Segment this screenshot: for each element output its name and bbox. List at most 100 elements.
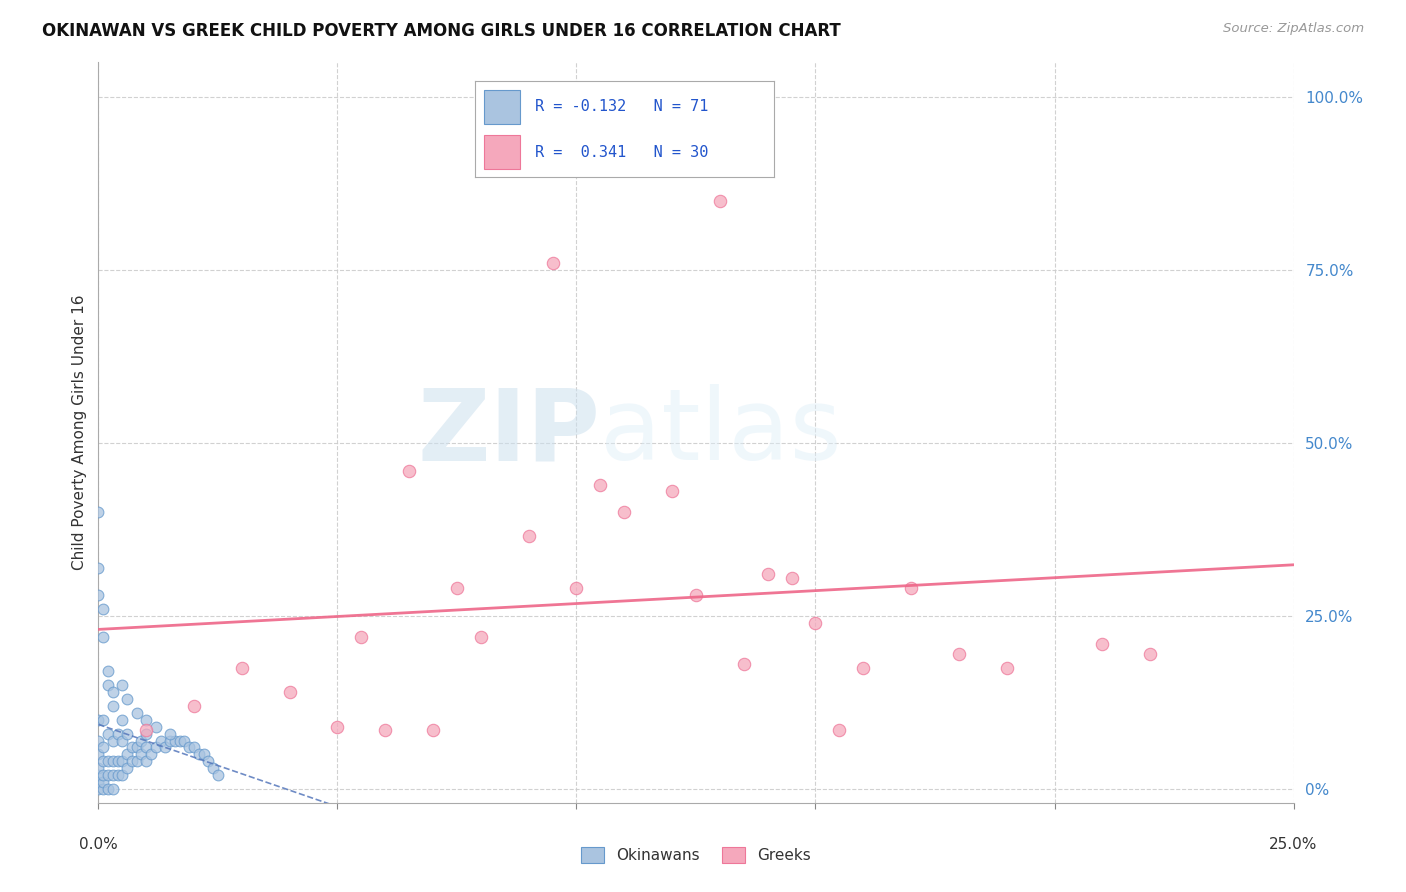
Point [87,588,110,602]
Point [87,505,110,519]
Point [97,754,120,768]
Point [101,698,124,713]
Point [97,781,120,796]
Point [135,740,157,755]
Point [733,657,755,672]
Point [852,661,875,675]
Point [541,256,564,270]
Point [101,781,124,796]
Point [780,571,803,585]
Point [589,477,612,491]
Point [111,678,134,692]
Point [173,733,195,747]
Point [1139,647,1161,661]
Text: 25.0%: 25.0% [1270,838,1317,853]
Point [179,740,201,755]
Point [115,747,138,762]
Point [91,602,114,616]
Point [121,740,143,755]
Point [125,754,148,768]
Point [87,775,110,789]
Point [193,747,215,762]
Point [565,582,588,596]
Point [101,733,124,747]
Point [87,560,110,574]
Point [145,720,167,734]
Text: atlas: atlas [600,384,842,481]
Point [101,754,124,768]
Point [149,733,172,747]
Text: Source: ZipAtlas.com: Source: ZipAtlas.com [1223,22,1364,36]
Point [709,194,731,208]
Point [115,692,138,706]
Point [131,733,153,747]
Point [121,754,143,768]
Point [87,761,110,775]
Point [374,723,396,738]
Point [111,768,134,782]
Point [87,733,110,747]
Point [91,630,114,644]
Point [197,754,219,768]
Point [115,726,138,740]
Point [125,740,148,755]
Point [135,726,157,740]
Point [87,768,110,782]
Point [231,661,253,675]
Point [101,768,124,782]
Point [163,733,186,747]
Point [111,713,134,727]
Point [900,582,922,596]
Point [91,713,114,727]
Text: 0.0%: 0.0% [79,838,118,853]
Point [169,733,191,747]
Point [155,740,177,755]
Point [159,733,181,747]
Point [87,781,110,796]
Point [131,747,153,762]
Point [995,661,1018,675]
Point [97,678,120,692]
Point [125,706,148,720]
Point [350,630,373,644]
Point [661,484,683,499]
Point [326,720,349,734]
Point [97,726,120,740]
Point [139,747,162,762]
Point [115,761,138,775]
Point [145,740,167,755]
Point [804,615,827,630]
Point [398,464,420,478]
Point [202,761,225,775]
Point [135,713,157,727]
Point [107,754,129,768]
Text: OKINAWAN VS GREEK CHILD POVERTY AMONG GIRLS UNDER 16 CORRELATION CHART: OKINAWAN VS GREEK CHILD POVERTY AMONG GI… [42,22,841,40]
Point [159,726,181,740]
Point [517,529,540,543]
Point [1091,637,1114,651]
Point [87,713,110,727]
Point [187,747,209,762]
Point [470,630,492,644]
Legend: Okinawans, Greeks: Okinawans, Greeks [575,841,817,869]
Point [135,754,157,768]
Y-axis label: Child Poverty Among Girls Under 16: Child Poverty Among Girls Under 16 [72,295,87,570]
Point [91,768,114,782]
Point [111,733,134,747]
Point [422,723,444,738]
Point [91,775,114,789]
Point [446,582,468,596]
Point [183,740,205,755]
Point [97,665,120,679]
Point [91,781,114,796]
Point [91,754,114,768]
Point [97,768,120,782]
Point [756,567,779,582]
Point [613,505,636,519]
Point [948,647,970,661]
Point [278,685,301,699]
Text: ZIP: ZIP [418,384,600,481]
Point [91,740,114,755]
Point [101,685,124,699]
Point [685,588,707,602]
